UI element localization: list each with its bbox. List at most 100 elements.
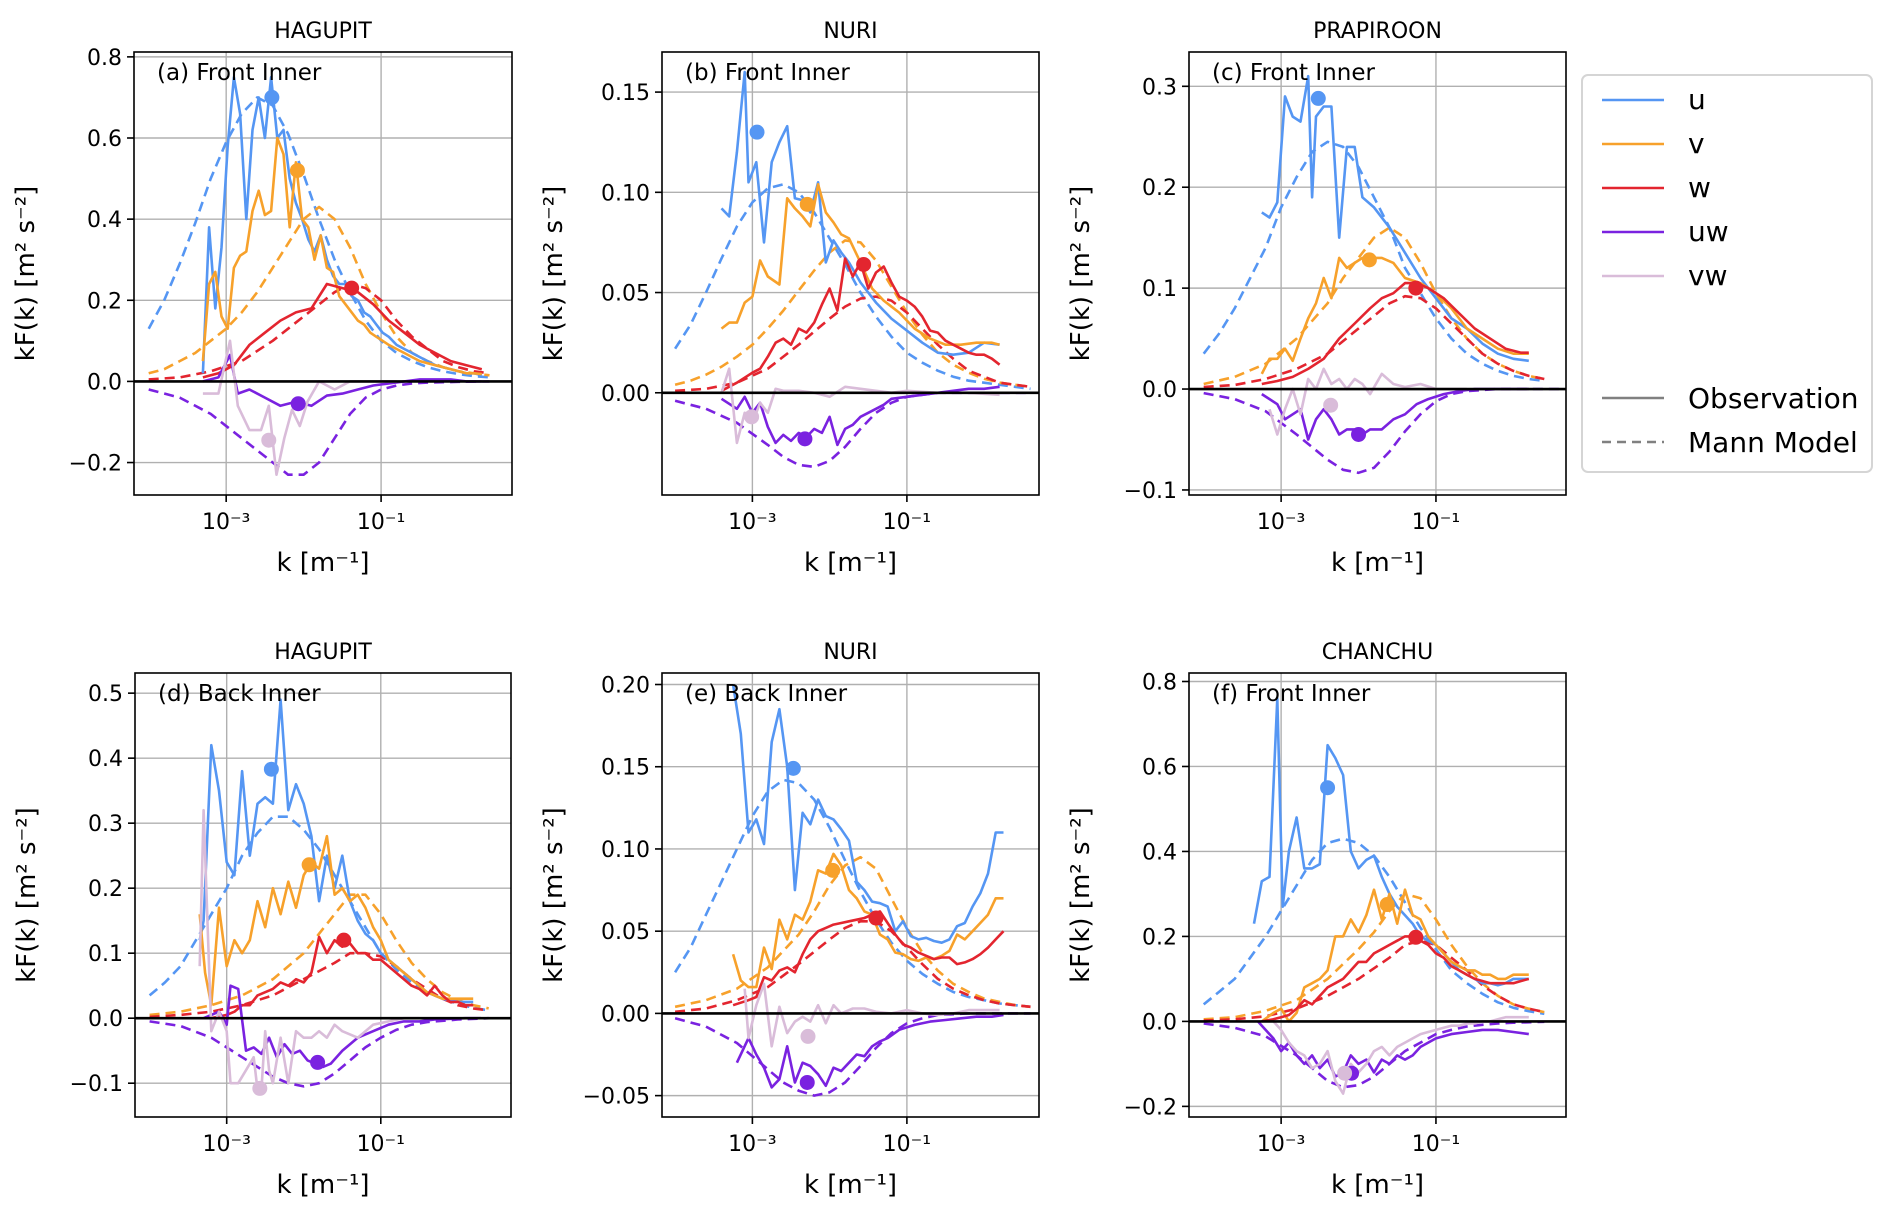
legend-item-dashed: Mann Model [1602,426,1858,459]
axes-frame [1188,51,1567,496]
x-tick-label: 10⁻¹ [883,510,931,535]
series-v-observation [1261,888,1529,1023]
y-tick-label: 0.6 [87,127,122,152]
panels: −0.2 0.0 0.2 0.4 0.6 0.8 10⁻³ 10⁻¹ HAGUPIT (a) Fr… [11,19,1567,1200]
y-tick-label: 0.2 [88,877,123,902]
y-tick-label: 0.15 [601,756,650,781]
legend-label: Mann Model [1688,426,1858,459]
panel-a: −0.2 0.0 0.2 0.4 0.6 0.8 10⁻³ 10⁻¹ HAGUPIT (a) Fr… [11,19,513,578]
series-w-mann [674,919,1031,1014]
marker-v [799,196,815,212]
legend-frame [1581,74,1873,473]
marker-w [1408,929,1424,945]
plot-area [134,75,512,477]
y-tick-label: 0.05 [601,920,650,945]
y-tick-label: 0.4 [88,747,123,772]
y-tick-label: 0.3 [88,812,123,837]
x-axis-label: k [m⁻¹] [276,548,369,578]
panel-title: PRAPIROON [1313,19,1442,44]
series-vw-observation [743,982,1000,1048]
series-v-observation [201,136,482,376]
marker-w [868,910,884,926]
legend-label: u [1688,83,1706,116]
marker-vw [800,1028,816,1044]
x-axis-label: k [m⁻¹] [1331,548,1424,578]
marker-u [785,760,801,776]
y-tick-label: 0.15 [601,81,650,106]
series-w-mann [675,295,1031,393]
marker-vw [1337,1065,1353,1081]
series-u-observation [1252,697,1529,987]
y-axis-label: kF(k) [m² s⁻²] [12,807,42,983]
legend-label: vw [1688,259,1727,292]
panel-annotation: (f) Front Inner [1212,681,1371,707]
marker-u [1320,780,1336,796]
legend-label: w [1688,171,1711,204]
y-tick-label: −0.1 [1124,479,1177,504]
x-tick-label: 10⁻¹ [1412,510,1460,535]
series-v-mann [1203,892,1545,1021]
panel-annotation: (c) Front Inner [1212,60,1375,86]
y-tick-label: −0.1 [70,1072,123,1097]
y-tick-label: 0.2 [1142,176,1177,201]
y-tick-label: 0.05 [601,282,650,307]
marker-w [336,932,352,948]
marker-v [1361,252,1377,268]
y-tick-label: 0.1 [1142,277,1177,302]
y-tick-label: 0.6 [1142,755,1177,780]
panel-title: NURI [823,640,877,665]
y-tick-label: 0.2 [87,289,122,314]
x-tick-label: 10⁻¹ [1412,1132,1460,1157]
axes-frame [1188,672,1567,1118]
axes-frame [134,672,512,1118]
axes-frame [661,51,1040,496]
marker-vw [261,432,277,448]
legend-label: Observation [1688,382,1859,415]
panel-title: CHANCHU [1322,640,1433,665]
y-axis-label: kF(k) [m² s⁻²] [11,186,41,362]
marker-uw [1351,426,1367,442]
series-uw-observation [1261,387,1529,441]
marker-w [856,256,872,272]
legend-label: uw [1688,215,1729,248]
legend-item-w: w [1602,171,1711,204]
y-tick-label: −0.2 [1124,1095,1177,1120]
marker-u [263,761,279,777]
panel-title: HAGUPIT [274,19,372,44]
series-vw-observation [720,367,1000,445]
series-w-observation [720,257,1001,392]
axes-frame [661,672,1040,1118]
series-uw-observation [1256,1020,1529,1078]
series-v-mann [149,893,489,1017]
series-u-mann [1202,837,1545,1016]
x-tick-label: 10⁻¹ [357,1132,405,1157]
y-tick-label: 0.4 [1142,840,1177,865]
marker-u [749,124,765,140]
marker-v [289,162,305,178]
y-tick-label: 0.8 [1142,670,1177,695]
panel-title: NURI [823,19,877,44]
plot-area [135,698,511,1096]
series-v-mann [148,205,490,377]
y-axis-label: kF(k) [m² s⁻²] [539,807,569,983]
series-v-mann [1203,226,1545,386]
plot-area [1189,74,1566,475]
series-uw-mann [148,380,490,477]
legend-item-uw: uw [1602,215,1729,248]
y-axis-label: kF(k) [m² s⁻²] [1066,186,1096,362]
marker-u [1310,90,1326,106]
marker-v [1379,897,1395,913]
y-axis-label: kF(k) [m² s⁻²] [539,186,569,362]
series-u-mann [147,96,490,379]
marker-v [301,857,317,873]
panel-d: −0.1 0.0 0.1 0.2 0.3 0.4 0.5 10⁻³ 10⁻¹ HAGUPIT (d)… [12,640,512,1200]
x-tick-label: 10⁻³ [202,1132,250,1157]
series-uw-mann [149,1016,489,1088]
series-v-mann [674,239,1031,389]
y-tick-label: 0.0 [88,1007,123,1032]
series-uw-observation [720,385,1000,447]
series-u-observation [1261,74,1529,363]
panel-annotation: (e) Back Inner [685,681,848,707]
x-tick-label: 10⁻³ [1257,510,1305,535]
y-tick-label: −0.2 [69,452,122,477]
